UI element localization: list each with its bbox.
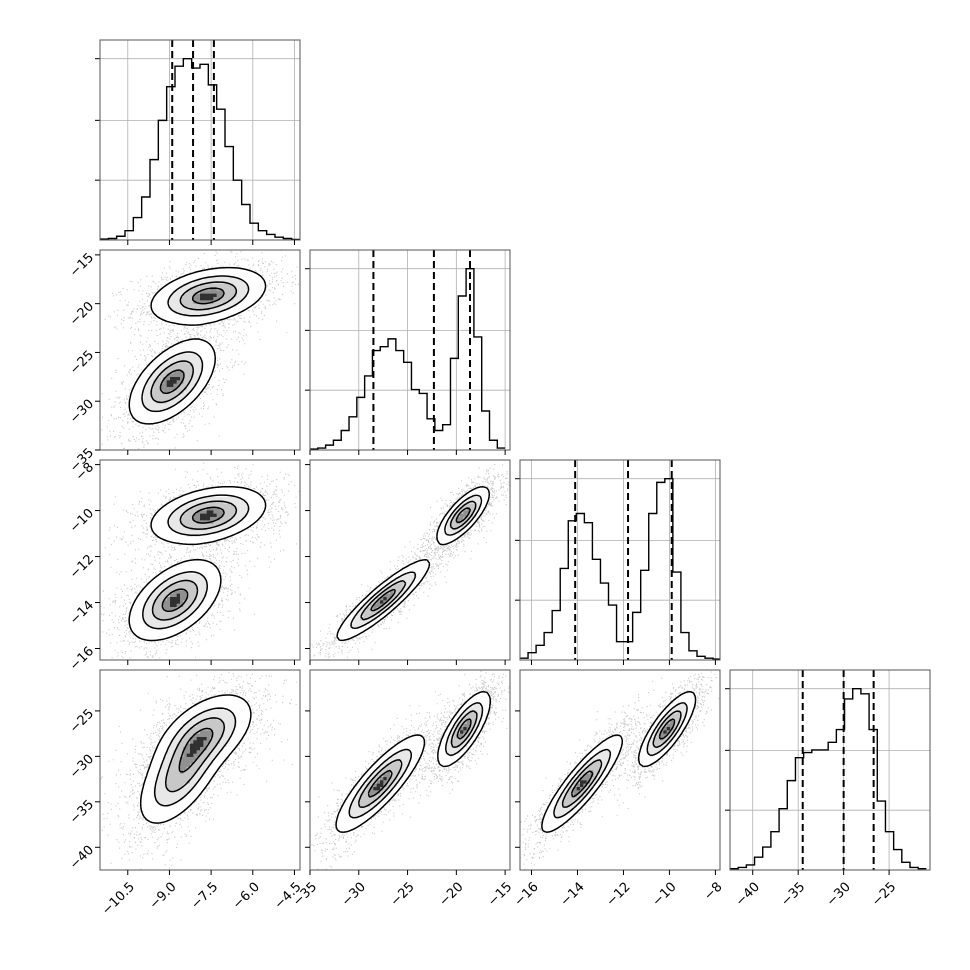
scatter-panel-0-1	[99, 249, 301, 451]
x-tick-label: −25	[869, 880, 899, 910]
y-tick-label: −30	[67, 397, 97, 427]
histogram-step-line	[520, 478, 720, 660]
panel-frame	[309, 669, 511, 871]
y-tick-label: −30	[67, 752, 97, 782]
contour-level-3	[161, 506, 225, 613]
x-tick-label: −40	[733, 880, 763, 910]
contour-level-0	[139, 694, 252, 824]
y-tick-label: −25	[67, 348, 97, 378]
panel-frame	[99, 669, 301, 871]
panel-frame	[99, 39, 301, 241]
histogram-panel-2	[515, 459, 721, 661]
contour-level-1	[142, 494, 250, 630]
x-tick-label: −8	[701, 880, 725, 904]
panel-frame	[309, 249, 511, 451]
x-tick-label: −6.0	[230, 880, 263, 913]
contour-level-1	[153, 707, 237, 807]
panel-frame	[519, 459, 721, 661]
contour-level-0	[336, 486, 491, 642]
y-tick-label: −15	[67, 250, 97, 280]
x-tick-label: −12	[604, 880, 634, 910]
panel-frame	[309, 459, 511, 661]
contour-level-0	[541, 690, 697, 834]
y-tick-label: −14	[67, 598, 97, 628]
contour-level-1	[348, 702, 484, 819]
x-tick-label: −20	[437, 880, 467, 910]
contour-level-0	[128, 266, 267, 425]
histogram-step-line	[730, 688, 927, 870]
scatter-panel-0-3	[99, 669, 301, 871]
contour-level-1	[553, 701, 688, 819]
y-tick-label: −25	[67, 706, 97, 736]
contour-level-2	[164, 717, 226, 793]
x-tick-label: −30	[824, 880, 854, 910]
contour-level-0	[128, 485, 267, 642]
x-tick-label: −10	[650, 880, 680, 910]
x-tick-label: −35	[778, 880, 808, 910]
x-tick-label: −9.0	[147, 880, 180, 913]
x-tick-label: −7.5	[188, 880, 221, 913]
contour-level-2	[561, 710, 682, 808]
histogram-step-line	[100, 58, 300, 241]
panel-frame	[519, 669, 721, 871]
y-tick-label: −35	[67, 797, 97, 827]
x-tick-label: −10.5	[99, 880, 138, 919]
contour-level-3	[159, 287, 225, 395]
contour-level-0	[335, 690, 492, 834]
y-tick-label: −12	[67, 552, 97, 582]
histogram-panel-0	[95, 39, 301, 241]
y-tick-label: −20	[67, 299, 97, 329]
contour-level-2	[360, 500, 477, 621]
scatter-panel-1-2	[309, 459, 511, 661]
x-tick-label: −14	[558, 880, 588, 910]
y-tick-label: −40	[67, 843, 97, 873]
x-tick-label: −16	[512, 880, 542, 910]
scatter-panel-0-2	[99, 459, 301, 661]
x-tick-label: −25	[388, 880, 418, 910]
contour-level-2	[150, 281, 238, 404]
contour-level-3	[370, 507, 472, 612]
contour-level-3	[178, 727, 214, 773]
contour-level-1	[141, 275, 250, 413]
histogram-panel-3	[725, 669, 931, 871]
x-tick-label: −15	[485, 880, 515, 910]
panel-frame	[99, 249, 301, 451]
contour-level-2	[151, 500, 238, 621]
y-tick-label: −10	[67, 506, 97, 536]
contour-level-1	[350, 494, 483, 630]
scatter-panel-1-3	[309, 669, 511, 871]
histogram-panel-1	[305, 249, 511, 451]
panel-frame	[99, 459, 301, 661]
scatter-panel-2-3	[519, 669, 721, 871]
panel-frame	[729, 669, 931, 871]
histogram-step-line	[310, 268, 506, 450]
contour-level-3	[367, 718, 472, 798]
y-tick-label: −16	[67, 644, 97, 674]
contour-level-2	[357, 710, 478, 809]
x-tick-label: −30	[339, 880, 369, 910]
contour-level-3	[570, 718, 676, 798]
